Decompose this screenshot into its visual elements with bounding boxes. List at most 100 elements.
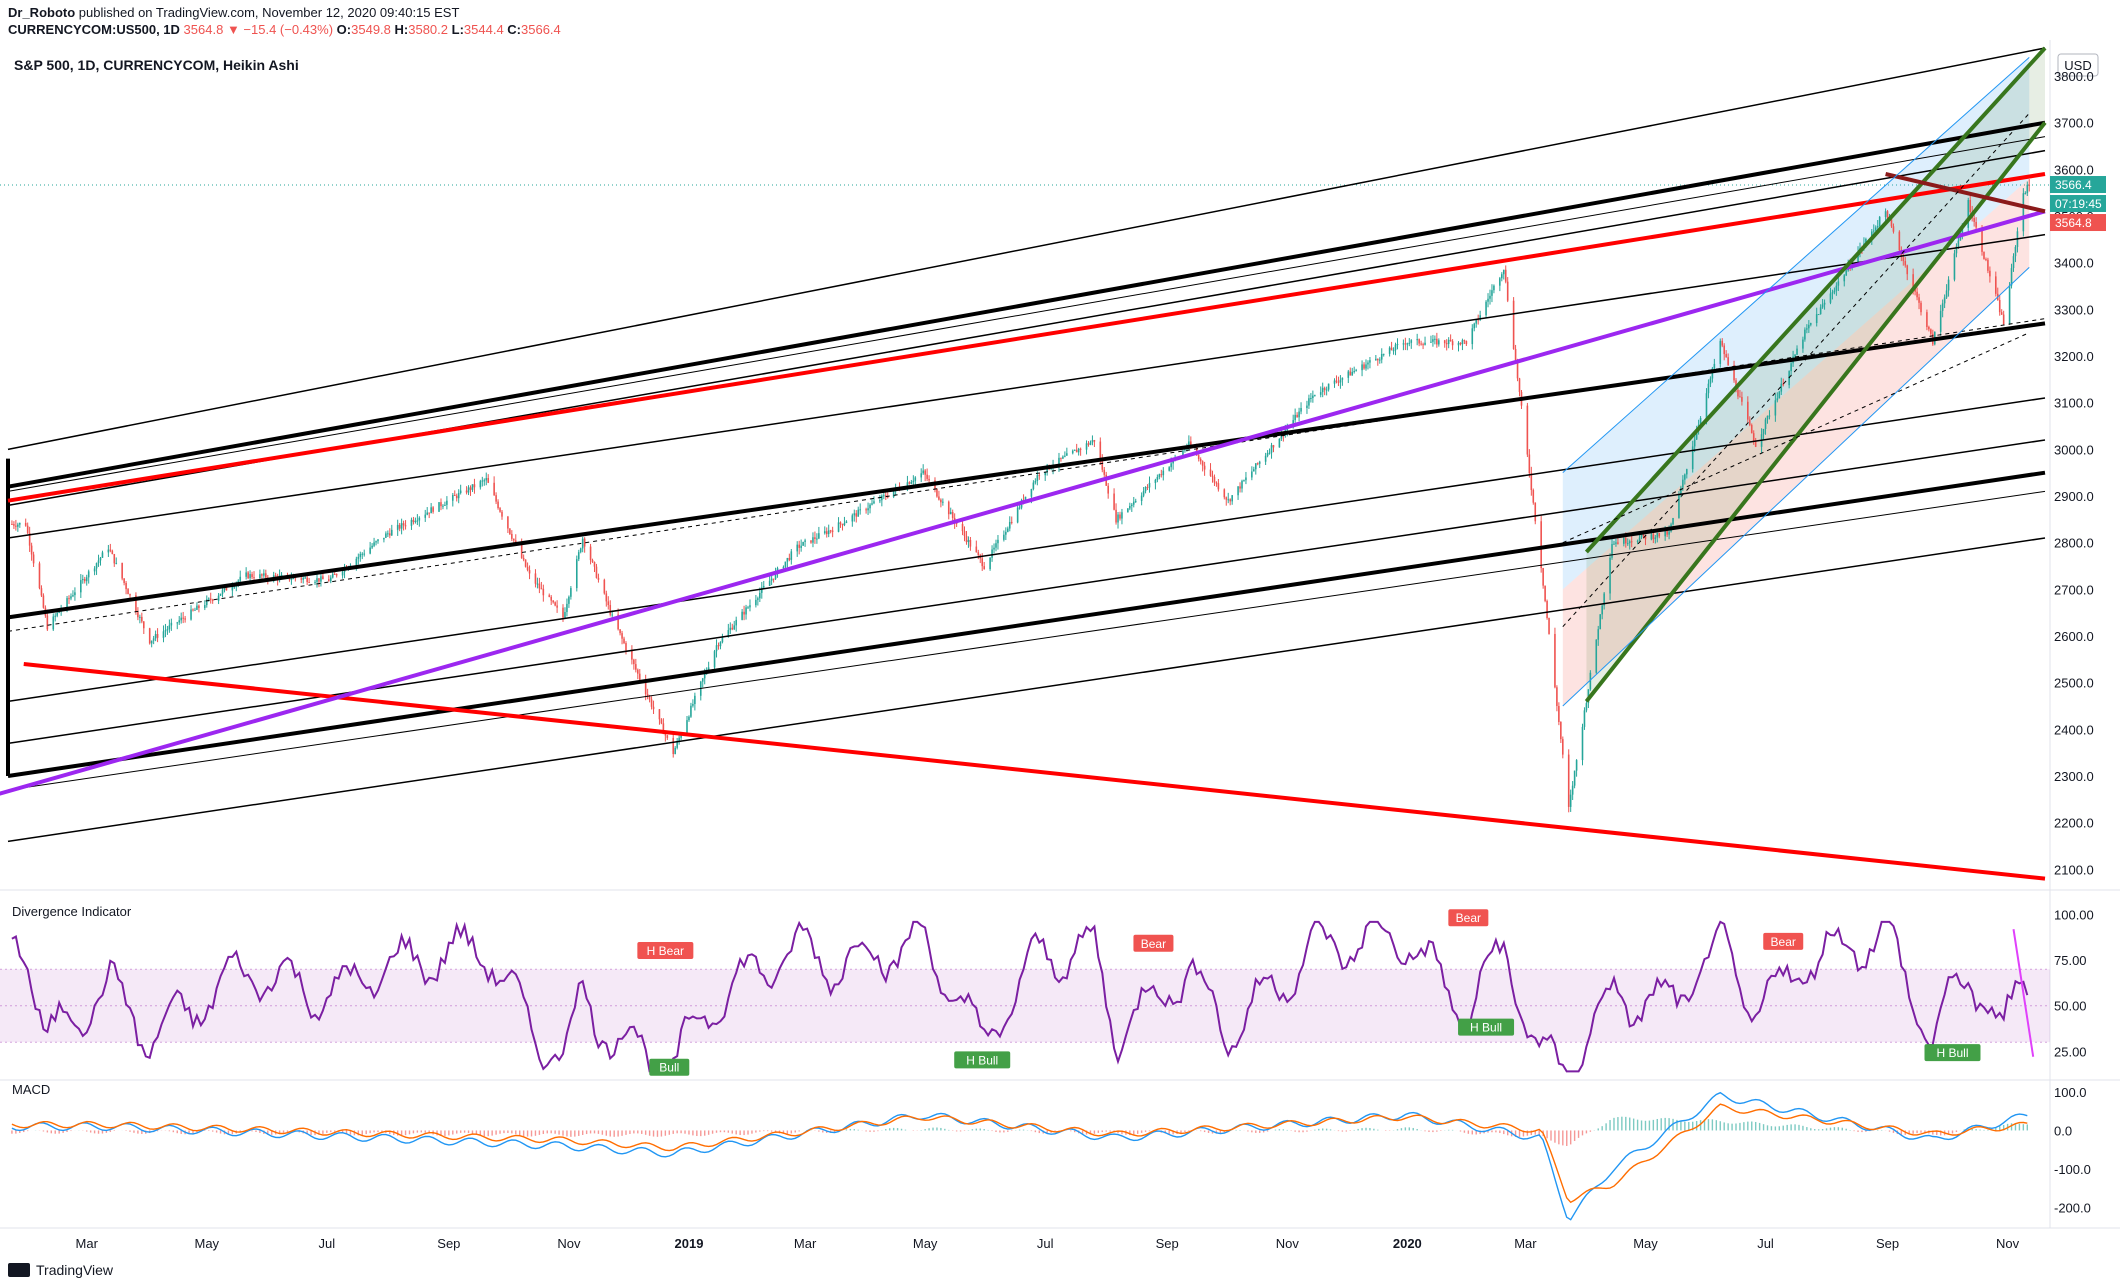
candle-body xyxy=(731,627,734,630)
candle-body xyxy=(1436,338,1438,345)
currency-button[interactable] xyxy=(2057,53,2099,77)
candle-body xyxy=(1774,400,1777,416)
macd-histogram-bar xyxy=(1629,1117,1631,1131)
candle-body xyxy=(818,533,820,539)
candle-body xyxy=(1142,491,1145,496)
macd-histogram-bar xyxy=(341,1130,344,1133)
candle-body xyxy=(1278,438,1281,448)
macd-histogram-bar xyxy=(629,1130,631,1134)
candle-body xyxy=(816,538,818,540)
divergence-indicator-pane: Divergence Indicator H Bear Bull H Bull Bear… xyxy=(0,904,2050,1076)
candle-body xyxy=(387,533,389,535)
price-tick-label: 3800.0 xyxy=(2054,69,2094,84)
black-thin-line xyxy=(7,490,2046,791)
candle-body xyxy=(1016,507,1019,523)
candle-body xyxy=(467,487,470,493)
macd-histogram-bar xyxy=(1814,1129,1816,1131)
author-name[interactable]: Dr_Roboto xyxy=(8,5,76,20)
footer-brand[interactable]: TradingView xyxy=(36,1262,114,1278)
currency-label[interactable]: USD xyxy=(2064,58,2091,73)
candle-body xyxy=(1099,441,1102,461)
candle-body xyxy=(790,551,793,560)
candle-body xyxy=(290,578,293,580)
candle-body xyxy=(1558,706,1560,723)
macd-histogram-bar xyxy=(306,1130,308,1135)
macd-histogram-bar xyxy=(641,1130,643,1134)
candle-body xyxy=(426,512,429,515)
candle-body xyxy=(1471,328,1474,345)
candle-body xyxy=(274,575,277,577)
candle-body xyxy=(798,544,800,548)
macd-histogram-bar xyxy=(1262,1130,1265,1133)
macd-histogram-bar xyxy=(1294,1130,1296,1132)
candle-body xyxy=(239,576,242,581)
rsi-tick-label: 50.00 xyxy=(2054,999,2087,1014)
price-tick-label: 2200.0 xyxy=(2054,816,2094,831)
macd-histogram-bar xyxy=(790,1130,793,1134)
macd-histogram-bar xyxy=(208,1130,210,1132)
candle-body xyxy=(871,503,873,505)
macd-histogram-bar xyxy=(1168,1130,1170,1135)
candle-body xyxy=(851,515,854,522)
macd-histogram-bar xyxy=(66,1130,68,1132)
candle-body xyxy=(359,553,362,557)
candle-body xyxy=(1762,428,1765,435)
candle-body xyxy=(1375,358,1377,361)
candle-body xyxy=(1613,543,1615,545)
candle-body xyxy=(1079,448,1082,450)
candle-body xyxy=(68,598,70,600)
tradingview-logo-icon[interactable] xyxy=(8,1263,30,1277)
candle-body xyxy=(1666,530,1668,535)
macd-histogram-bar xyxy=(1172,1130,1174,1135)
candle-body xyxy=(1129,506,1131,509)
candle-body xyxy=(1465,341,1468,345)
macd-histogram-bar xyxy=(1692,1121,1694,1131)
candle-body xyxy=(1943,297,1946,304)
candle-body xyxy=(1672,517,1674,525)
macd-histogram-bar xyxy=(428,1130,430,1134)
macd-histogram-bar xyxy=(168,1130,171,1132)
macd-histogram-bar xyxy=(1794,1124,1796,1131)
macd-histogram-bar xyxy=(1739,1122,1741,1131)
candle-body xyxy=(1556,687,1558,707)
candle-body xyxy=(479,481,482,488)
candle-body xyxy=(237,580,240,584)
candle-body xyxy=(1434,338,1436,340)
candle-body xyxy=(981,558,984,567)
candle-body xyxy=(1170,463,1172,468)
candle-body xyxy=(1487,298,1489,302)
candle-body xyxy=(745,607,747,615)
candle-body xyxy=(1554,633,1556,688)
candle-body xyxy=(1479,315,1481,320)
candle-body xyxy=(1969,199,1972,212)
macd-histogram-bar xyxy=(944,1128,946,1131)
candle-body xyxy=(1914,288,1916,292)
candle-body xyxy=(1396,344,1399,346)
macd-histogram-bar xyxy=(42,1130,45,1132)
candle-body xyxy=(1066,453,1068,456)
candle-body xyxy=(444,504,446,506)
candle-body xyxy=(635,664,637,670)
candle-body xyxy=(1475,319,1478,324)
macd-histogram-bar xyxy=(1298,1130,1300,1133)
candle-body xyxy=(1623,538,1625,544)
candle-body xyxy=(1032,482,1035,490)
candle-body xyxy=(1272,445,1275,448)
macd-histogram-bar xyxy=(1951,1130,1954,1134)
macd-histogram-bar xyxy=(1648,1120,1651,1131)
candle-body xyxy=(554,602,556,606)
macd-histogram-bar xyxy=(1487,1130,1489,1133)
candle-body xyxy=(1410,340,1413,343)
candle-body xyxy=(1693,439,1696,447)
candle-body xyxy=(1892,226,1895,232)
macd-histogram-bar xyxy=(1400,1128,1403,1131)
candle-body xyxy=(788,558,791,560)
macd-histogram-bar xyxy=(1636,1119,1639,1131)
macd-histogram-bar xyxy=(11,1130,13,1134)
candle-body xyxy=(42,595,45,608)
candle-body xyxy=(867,508,869,511)
candle-body xyxy=(762,585,765,588)
candle-body xyxy=(969,539,972,547)
macd-histogram-bar xyxy=(668,1130,670,1135)
